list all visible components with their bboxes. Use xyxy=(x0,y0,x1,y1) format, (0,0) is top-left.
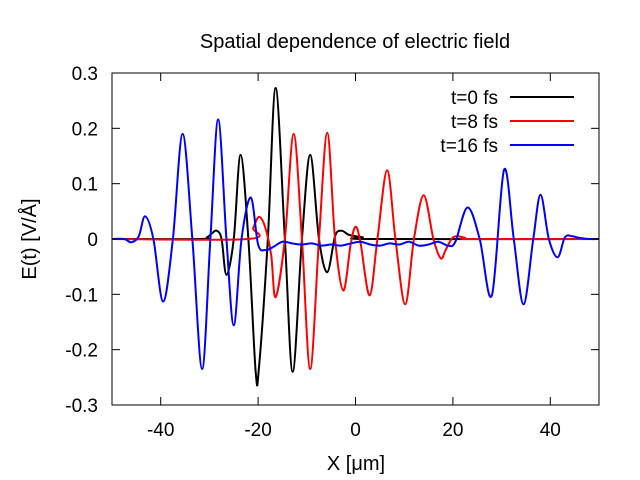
series-line-2 xyxy=(111,118,600,371)
series-line-0 xyxy=(111,86,600,387)
x-axis-label: X [μm] xyxy=(327,453,385,475)
x-tick-label: 20 xyxy=(442,420,463,441)
y-tick-label: 0 xyxy=(87,230,98,251)
y-tick-label: 0.1 xyxy=(72,175,98,196)
series-line-1 xyxy=(111,131,600,371)
plot-area xyxy=(111,86,600,387)
chart-title: Spatial dependence of electric field xyxy=(200,31,510,53)
y-tick-label: -0.3 xyxy=(65,396,98,417)
y-tick-label: -0.2 xyxy=(65,341,98,362)
y-axis-label: E(t) [V/Å] xyxy=(18,198,41,279)
x-tick-label: 0 xyxy=(350,420,361,441)
x-tick-label: -20 xyxy=(244,420,271,441)
axis-ticks: -40 -20 0 20 40 -0.3 -0.2 -0.1 0 0.1 0.2 0.3 xyxy=(65,64,599,441)
legend: t=0 fs t=8 fs t=16 fs xyxy=(440,88,574,157)
x-tick-label: 40 xyxy=(540,420,561,441)
x-tick-label: -40 xyxy=(147,420,174,441)
y-tick-label: 0.2 xyxy=(72,119,98,140)
y-tick-label: 0.3 xyxy=(72,64,98,85)
legend-label: t=16 fs xyxy=(440,136,498,157)
legend-label: t=8 fs xyxy=(451,112,498,133)
y-tick-label: -0.1 xyxy=(65,285,98,306)
legend-label: t=0 fs xyxy=(451,88,498,109)
